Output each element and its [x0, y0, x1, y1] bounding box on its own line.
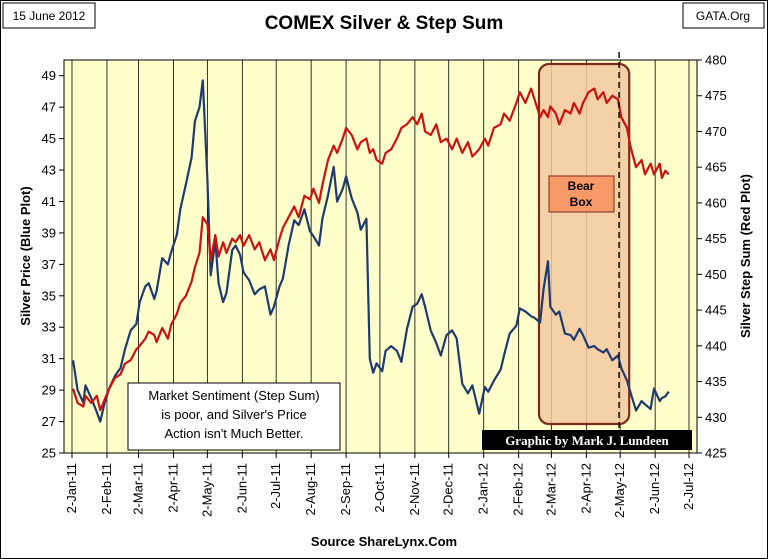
y-right-tick-label: 460 — [705, 195, 727, 210]
chart-title: COMEX Silver & Step Sum — [265, 13, 504, 34]
x-tick-label: 2-Apr-12 — [578, 463, 593, 514]
y-left-tick-label: 43 — [42, 163, 56, 178]
y-left-tick-label: 37 — [42, 257, 56, 272]
y-right-tick-label: 435 — [705, 374, 727, 389]
y-right-tick-label: 455 — [705, 231, 727, 246]
source-label: GATA.Org — [696, 9, 750, 23]
y-right-tick-label: 440 — [705, 338, 727, 353]
x-tick-label: 2-Jun-12 — [647, 463, 662, 514]
credit-text: Graphic by Mark J. Lundeen — [505, 433, 669, 448]
step-sum-line — [72, 87, 670, 412]
bear-box-label-line1: Bear — [568, 179, 595, 193]
date-label: 15 June 2012 — [13, 9, 86, 23]
y-axis-right-label: Silver Step Sum (Red Plot) — [738, 174, 753, 338]
x-tick-label: 2-Jun-11 — [234, 463, 249, 513]
y-axis-left-label: Silver Price (Blue Plot) — [18, 186, 33, 325]
y-right-tick-label: 445 — [705, 303, 727, 318]
y-left-tick-label: 45 — [42, 131, 56, 146]
footer-source: Source ShareLynx.Com — [311, 534, 457, 549]
sentiment-line3: Action isn't Much Better. — [164, 426, 303, 441]
y-left-tick-label: 35 — [42, 288, 56, 303]
x-tick-label: 2-Mar-11 — [131, 463, 146, 515]
y-left-tick-label: 41 — [42, 194, 56, 209]
sentiment-line1: Market Sentiment (Step Sum) — [148, 388, 319, 403]
y-right-tick-label: 475 — [705, 88, 727, 103]
silver-price-line — [72, 79, 670, 423]
x-tick-label: 2-Mar-12 — [543, 463, 558, 516]
x-tick-label: 2-Sep-11 — [338, 463, 353, 516]
y-left-tick-label: 39 — [42, 225, 56, 240]
y-right-tick-label: 480 — [705, 53, 727, 68]
x-tick-label: 2-Nov-11 — [407, 463, 422, 516]
bear-box — [537, 62, 631, 426]
y-left-tick-label: 31 — [42, 351, 56, 366]
bear-box-label-box — [548, 175, 615, 213]
y-right-tick-label: 425 — [705, 446, 727, 461]
date-label-box — [2, 2, 96, 29]
x-tick-label: 2-Oct-11 — [372, 463, 387, 513]
bear-box-label-line2: Box — [570, 195, 593, 209]
x-tick-label: 2-Jan-11 — [64, 463, 79, 513]
y-left-tick-label: 25 — [42, 446, 56, 461]
y-left-tick-label: 47 — [42, 100, 56, 115]
x-tick-label: 2-Jul-12 — [681, 463, 696, 510]
x-tick-label: 2-May-12 — [612, 463, 627, 518]
x-tick-label: 2-May-11 — [199, 463, 214, 517]
x-tick-label: 2-Aug-11 — [303, 463, 318, 516]
x-tick-label: 2-Jan-12 — [476, 463, 491, 514]
x-tick-label: 2-Jul-11 — [268, 463, 283, 509]
y-right-tick-label: 465 — [705, 160, 727, 175]
x-tick-label: 2-Dec-11 — [441, 463, 456, 516]
sentiment-line2: is poor, and Silver's Price — [161, 407, 307, 422]
y-right-tick-label: 470 — [705, 124, 727, 139]
x-tick-label: 2-Feb-12 — [511, 463, 526, 516]
x-tick-label: 2-Apr-11 — [166, 463, 181, 513]
x-tick-label: 2-Feb-11 — [99, 463, 114, 515]
y-right-tick-label: 430 — [705, 410, 727, 425]
credit-banner — [482, 430, 692, 450]
y-left-tick-label: 27 — [42, 414, 56, 429]
series-lines — [72, 79, 670, 423]
y-right-tick-label: 450 — [705, 267, 727, 282]
sentiment-annotation-box — [127, 382, 341, 451]
axes: 25 27 29 31 33 35 37 39 41 43 45 47 49 425 430 435 440 44… — [42, 53, 727, 518]
source-label-box — [682, 2, 765, 29]
y-left-tick-label: 49 — [42, 68, 56, 83]
y-left-tick-label: 33 — [42, 320, 56, 335]
y-left-tick-label: 29 — [42, 383, 56, 398]
